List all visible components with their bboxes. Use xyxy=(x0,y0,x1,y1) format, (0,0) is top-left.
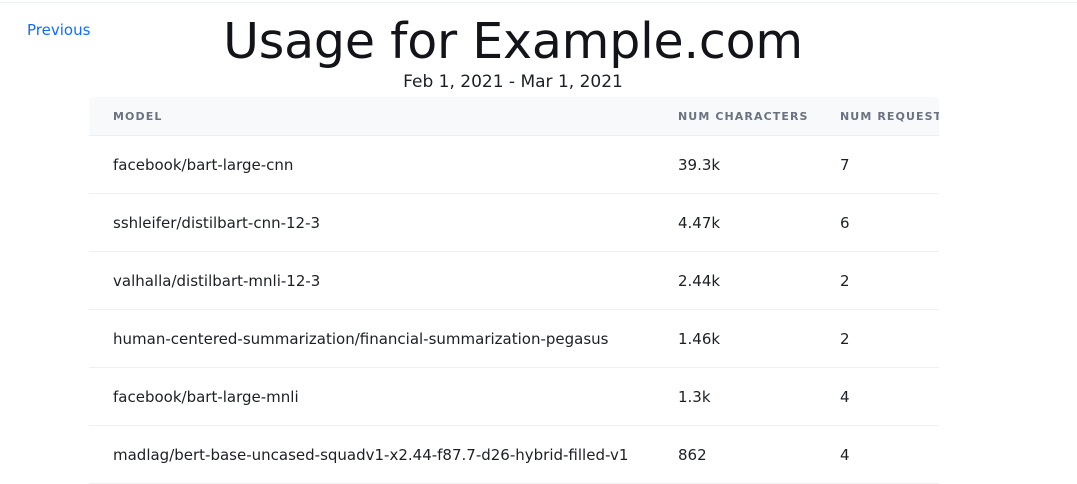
table-row: madlag/bert-base-uncased-squadv1-x2.44-f… xyxy=(89,425,939,484)
usage-table-head: MODEL NUM CHARACTERS NUM REQUESTS xyxy=(89,97,939,136)
cell-model: facebook/bart-large-cnn xyxy=(89,135,678,194)
table-row: sshleifer/distilbart-cnn-12-3 4.47k 6 xyxy=(89,193,939,252)
cell-num-requests: 4 xyxy=(840,367,939,426)
date-range-subtitle: Feb 1, 2021 - Mar 1, 2021 xyxy=(403,72,623,92)
cell-num-characters: 1.3k xyxy=(678,367,840,426)
cell-num-characters: 2.44k xyxy=(678,251,840,310)
cell-num-characters: 862 xyxy=(678,425,840,484)
cell-num-characters: 4.47k xyxy=(678,193,840,252)
previous-link[interactable]: Previous xyxy=(27,21,91,39)
cell-model: facebook/bart-large-mnli xyxy=(89,367,678,426)
cell-num-requests: 2 xyxy=(840,251,939,310)
table-row: facebook/bart-large-cnn 39.3k 7 xyxy=(89,135,939,194)
table-row: valhalla/distilbart-mnli-12-3 2.44k 2 xyxy=(89,251,939,310)
cell-num-requests: 7 xyxy=(840,135,939,194)
usage-table: MODEL NUM CHARACTERS NUM REQUESTS facebo… xyxy=(88,96,940,484)
cell-num-requests: 2 xyxy=(840,309,939,368)
usage-table-container: MODEL NUM CHARACTERS NUM REQUESTS facebo… xyxy=(88,96,940,484)
navbar-divider xyxy=(0,2,1077,3)
cell-num-characters: 1.46k xyxy=(678,309,840,368)
table-header-row: MODEL NUM CHARACTERS NUM REQUESTS xyxy=(89,97,939,136)
cell-num-requests: 6 xyxy=(840,193,939,252)
table-row: facebook/bart-large-mnli 1.3k 4 xyxy=(89,367,939,426)
table-row: human-centered-summarization/financial-s… xyxy=(89,309,939,368)
column-header-model[interactable]: MODEL xyxy=(89,97,678,136)
column-header-num-requests[interactable]: NUM REQUESTS xyxy=(840,97,939,136)
cell-model: madlag/bert-base-uncased-squadv1-x2.44-f… xyxy=(89,425,678,484)
cell-model: human-centered-summarization/financial-s… xyxy=(89,309,678,368)
cell-num-requests: 4 xyxy=(840,425,939,484)
cell-model: valhalla/distilbart-mnli-12-3 xyxy=(89,251,678,310)
page-title: Usage for Example.com xyxy=(223,13,803,70)
usage-table-body: facebook/bart-large-cnn 39.3k 7 sshleife… xyxy=(89,135,939,484)
cell-model: sshleifer/distilbart-cnn-12-3 xyxy=(89,193,678,252)
column-header-num-characters[interactable]: NUM CHARACTERS xyxy=(678,97,840,136)
cell-num-characters: 39.3k xyxy=(678,135,840,194)
